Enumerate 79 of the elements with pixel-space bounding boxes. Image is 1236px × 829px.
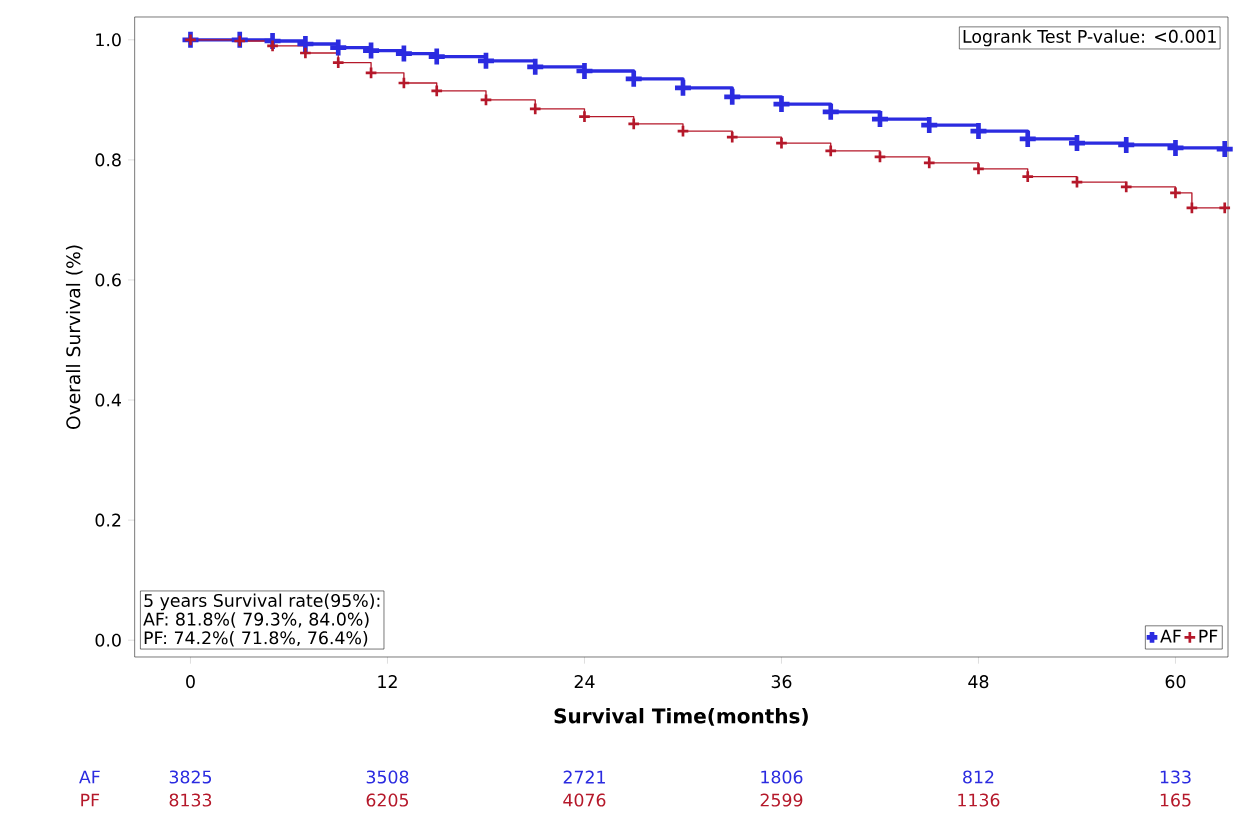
point: [1066, 132, 1088, 154]
point: [524, 56, 546, 78]
point: [721, 86, 743, 108]
text: AF: [79, 770, 100, 784]
point: [771, 93, 792, 115]
point: [971, 162, 986, 176]
point: [528, 102, 542, 116]
point: [869, 108, 891, 130]
annotation: AF: 81.8%( 79.3%, 84.0%): [143, 612, 369, 628]
point: [1070, 175, 1084, 189]
point: [1017, 128, 1039, 150]
x-tick-label: 0: [186, 675, 195, 689]
point: [824, 144, 838, 158]
point: [426, 46, 448, 67]
point: [623, 68, 645, 90]
x-axis-title: Survival Time(months): [554, 707, 808, 726]
point: [725, 130, 739, 144]
text: 165: [1160, 793, 1191, 807]
y-tick-label: 0.4: [95, 393, 121, 407]
point: [577, 109, 592, 124]
y-axis-title: Overall Survival (%): [65, 245, 83, 430]
annotation: Logrank Test P-value: <0.001: [963, 29, 1216, 47]
point: [364, 66, 378, 80]
x-tick-label: 36: [771, 675, 792, 689]
point: [672, 77, 694, 99]
text: 2599: [760, 793, 803, 807]
point: [233, 34, 247, 48]
text: 1806: [761, 770, 803, 784]
point: [676, 124, 690, 138]
point: [1168, 186, 1183, 200]
point: [627, 117, 641, 131]
point: [918, 114, 940, 136]
point: [298, 46, 313, 60]
x-tick-label: 48: [968, 675, 989, 689]
text: 3508: [366, 770, 409, 784]
point: [430, 84, 444, 98]
text: 4076: [563, 793, 606, 807]
text: 2721: [563, 770, 605, 784]
point: [331, 55, 345, 70]
text: 8133: [169, 793, 212, 807]
x-tick-label: 12: [378, 675, 397, 688]
point: [475, 50, 497, 72]
x-tick-label: 24: [574, 675, 595, 688]
annotation: 5 years Survival rate(95%):: [144, 593, 380, 611]
point: [295, 33, 316, 55]
point: [774, 136, 789, 150]
y-tick-label: 1.0: [96, 33, 121, 47]
x-tick-label: 60: [1165, 675, 1186, 689]
legend-label: PF: [1199, 629, 1218, 643]
text: PF: [81, 793, 100, 807]
point: [1214, 138, 1236, 160]
point: [968, 120, 989, 142]
point: [1021, 170, 1035, 184]
y-tick-label: 0.2: [95, 513, 121, 527]
point: [327, 37, 349, 58]
point: [265, 39, 280, 53]
y-tick-label: 0.6: [95, 273, 121, 287]
y-tick-label: 0.8: [95, 153, 121, 167]
point: [1115, 134, 1137, 156]
text: 6205: [366, 793, 409, 807]
point: [479, 93, 493, 107]
point: [820, 101, 842, 123]
point: [393, 43, 415, 64]
point: [1119, 180, 1133, 194]
point: [873, 150, 887, 164]
text: 812: [963, 770, 994, 784]
point: [1185, 201, 1199, 215]
point: [397, 76, 411, 90]
point: [574, 60, 595, 82]
y-tick-label: 0.0: [95, 633, 121, 647]
annotation: PF: 74.2%( 71.8%, 76.4%): [144, 630, 368, 647]
text: 3825: [169, 770, 212, 784]
point: [922, 156, 936, 170]
point: [360, 40, 382, 61]
text: 1136: [958, 793, 1000, 807]
legend-label: AF: [1160, 629, 1181, 643]
text: 133: [1160, 770, 1191, 784]
point: [1165, 137, 1186, 159]
point: [1218, 201, 1232, 215]
